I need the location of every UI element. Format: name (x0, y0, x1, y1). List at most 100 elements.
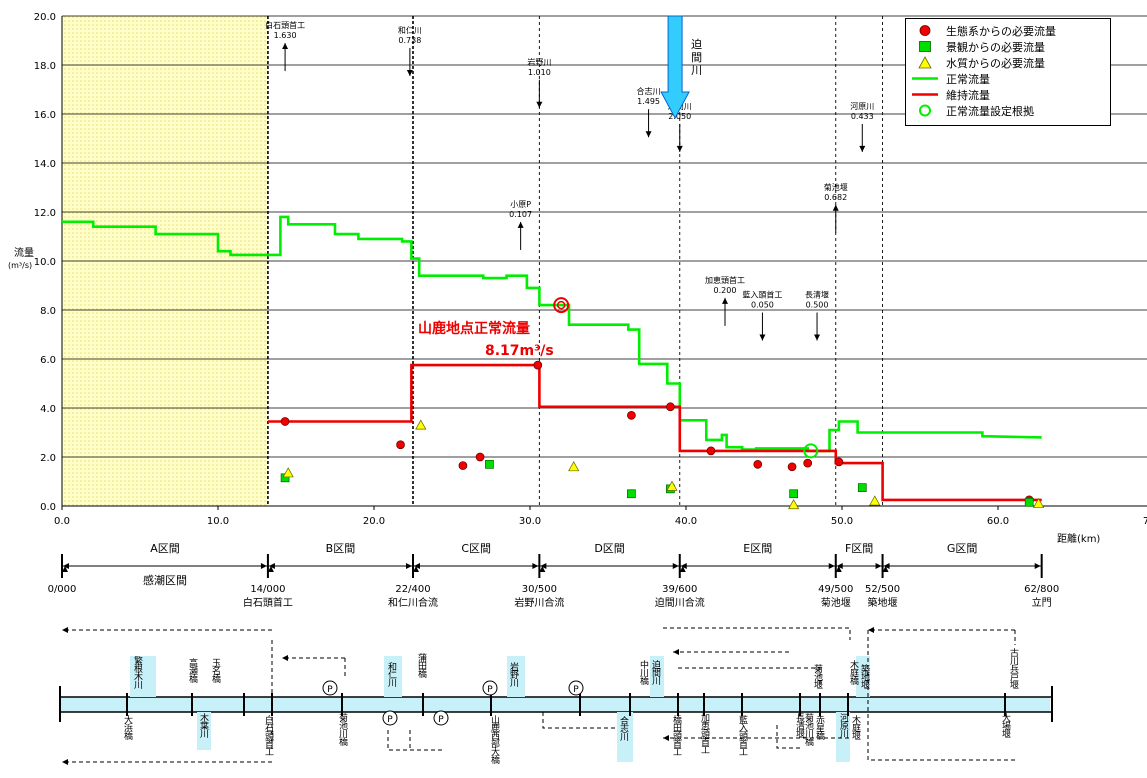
y-tick-label: 2.0 (40, 453, 56, 464)
ecology-point (706, 446, 716, 456)
yellow-triangle-icon (918, 56, 932, 69)
section-km-label: 0/000 (48, 584, 77, 595)
red-line-icon (912, 93, 938, 96)
schematic-label-above: 高瀬橋 (187, 658, 197, 682)
series-line-normal (62, 215, 1042, 453)
schematic-label-above: 玉名橋 (210, 658, 220, 682)
left-arrow-icon (673, 649, 679, 655)
pump-label: P (487, 685, 493, 695)
schematic-label-below: 菊池川橋 (337, 713, 347, 745)
dashed-flow-arrow (776, 725, 800, 749)
y-axis-label: 流量 (14, 246, 34, 259)
dashed-flow-arrow (542, 712, 617, 729)
left-arrow-icon (680, 563, 687, 569)
big-inflow-arrow-icon (660, 15, 690, 120)
tributary-label: 和仁川 (398, 25, 422, 35)
dashed-flow-arrow (387, 730, 410, 751)
ecology-point (396, 440, 405, 450)
pump-icon (382, 710, 398, 726)
main-river-channel (60, 697, 1050, 712)
right-arrow-icon (1034, 563, 1041, 569)
tributary-label: 合志川 (637, 86, 661, 96)
landscape-point (857, 483, 867, 492)
big-arrow-label-char: 間 (691, 51, 702, 64)
tributary-value: 0.107 (509, 210, 532, 219)
tributary-value: 0.738 (398, 36, 421, 45)
section-km-label: 39/600 (662, 584, 697, 595)
x-tick-label: 20.0 (363, 516, 385, 527)
right-arrow-icon (260, 563, 267, 569)
y-tick-label: 0.0 (40, 502, 56, 513)
y-tick-label: 8.0 (40, 306, 56, 317)
section-point-name: 白石頭首工 (243, 596, 293, 609)
ecology-point (834, 457, 844, 467)
tributary-label: 河原川 (850, 101, 874, 111)
tributary-channel (856, 656, 870, 697)
green-ring-icon (919, 104, 931, 117)
section-point-name: 築地堰 (868, 596, 898, 609)
green-square-icon (919, 41, 931, 52)
schematic-label-below: 大浜橋 (122, 715, 132, 739)
up-arrow-icon (722, 297, 728, 304)
schematic-label-above: 迫間川 (650, 660, 660, 684)
schematic-label-below: 白石頭首工 (263, 715, 273, 755)
tributary-channel (197, 712, 211, 750)
section-km-label: 52/500 (865, 584, 900, 595)
up-arrow-icon (282, 43, 289, 50)
schematic-label-above: 木庭橋 (848, 660, 858, 684)
schematic-label-below: 橋田頭首工 (671, 715, 681, 755)
section-name: G区間 (947, 542, 978, 555)
left-arrow-icon (268, 563, 275, 569)
tributary-value: 0.200 (714, 286, 737, 295)
tidal-section-label: 感潮区間 (143, 573, 187, 587)
left-arrow-icon (663, 735, 669, 741)
dashed-flow-arrow (663, 627, 851, 640)
x-tick-label: 10.0 (207, 516, 229, 527)
schematic-label-above: 繁根木川 (132, 656, 142, 688)
ecology-point (666, 402, 675, 412)
ecology-point (627, 411, 636, 420)
section-point-name: 菊池堰 (821, 596, 851, 609)
schematic-label-below: 木葉川 (198, 713, 208, 737)
down-arrow-icon (859, 145, 866, 152)
pump-icon (322, 680, 338, 696)
x-axis-label: 距離(km) (1057, 532, 1100, 545)
landscape-point (485, 460, 494, 469)
schematic-label-below: 藍入頭首工 (737, 715, 747, 755)
dashed-flow-arrow (678, 667, 821, 686)
callout-ring-inner (556, 300, 566, 310)
x-tick-label: 70.0 (1143, 516, 1147, 527)
y-tick-label: 6.0 (40, 355, 56, 366)
section-name: D区間 (594, 542, 624, 555)
ecology-point (458, 461, 468, 470)
y-tick-label: 20.0 (34, 12, 56, 23)
schematic-label-above: 蒲田橋 (416, 653, 426, 677)
x-tick-label: 40.0 (675, 516, 697, 527)
schematic-label-below: 木庭堰 (850, 715, 860, 739)
landscape-point (1024, 497, 1034, 507)
red-circle-icon (919, 25, 931, 36)
x-tick-label: 30.0 (519, 516, 541, 527)
tributary-label: 菊池堰 (824, 182, 848, 192)
tributary-label: 白石頭首工 (265, 20, 305, 30)
left-arrow-icon (63, 563, 69, 569)
pump-label: P (387, 715, 393, 725)
tributary-label: 岩野川 (527, 57, 551, 67)
x-tick-label: 50.0 (831, 516, 853, 527)
y-tick-label: 4.0 (40, 404, 56, 415)
schematic-label-below: 合志川 (618, 716, 628, 740)
y-tick-label: 18.0 (34, 61, 56, 72)
y-tick-label: 10.0 (34, 257, 56, 268)
right-arrow-icon (672, 563, 679, 569)
tributary-value: 1.495 (637, 97, 660, 106)
left-arrow-icon (62, 627, 68, 633)
schematic-label-above: 古川兵戸堰 (1008, 648, 1018, 688)
down-arrow-icon (814, 334, 821, 341)
down-arrow-icon (645, 131, 652, 138)
ecology-point (533, 360, 543, 370)
section-km-label: 22/400 (395, 584, 430, 595)
dashed-flow-arrow (867, 630, 1015, 761)
section-point-name: 迫間川合流 (655, 596, 705, 609)
tributary-value: 0.682 (824, 193, 847, 202)
water-quality-point (568, 461, 580, 472)
